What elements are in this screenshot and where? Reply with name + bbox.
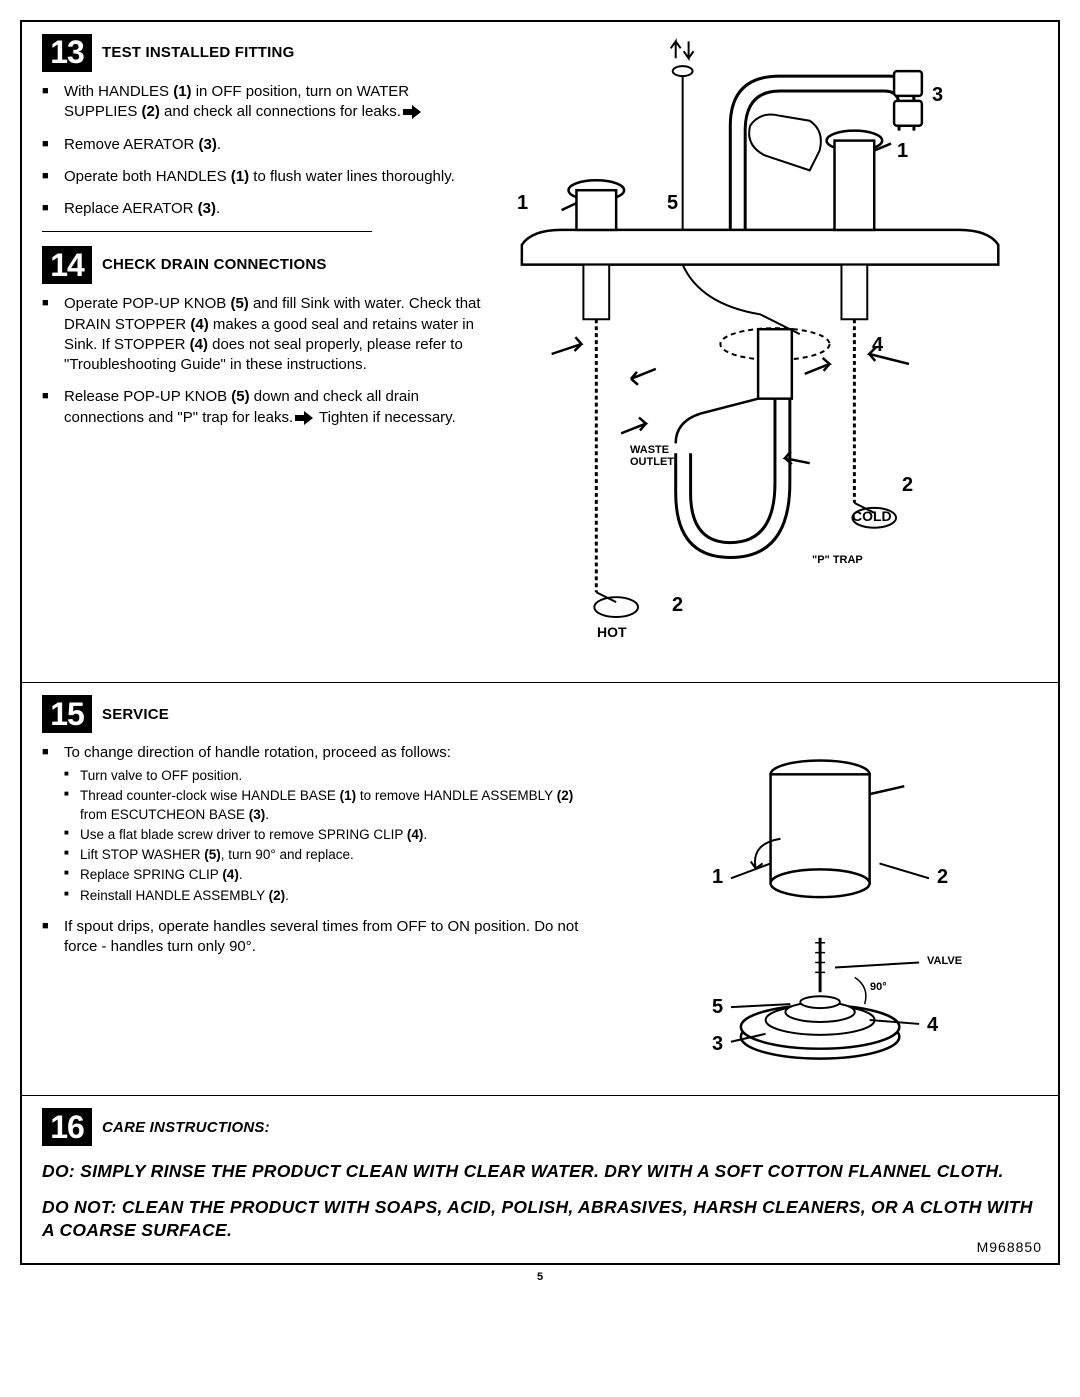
sub-instruction-list: Turn valve to OFF position. Thread count… (64, 767, 602, 905)
callout-s2: 2 (937, 866, 948, 889)
callout-s5: 5 (712, 996, 723, 1019)
sub-item: Thread counter-clock wise HANDLE BASE (1… (64, 787, 602, 823)
instruction-list-15: To change direction of handle rotation, … (42, 743, 602, 957)
callout-2-cold: 2 (902, 474, 913, 497)
service-diagram: 1 2 5 3 4 VALVE 90° (622, 743, 1038, 1083)
sub-item: Lift STOP WASHER (5), turn 90° and repla… (64, 846, 602, 864)
label-90: 90° (870, 981, 887, 993)
sub-item: Turn valve to OFF position. (64, 767, 602, 785)
arrow-right-icon (295, 411, 313, 425)
step-title: SERVICE (102, 706, 169, 723)
callout-2-hot: 2 (672, 594, 683, 617)
content-row: 13 TEST INSTALLED FITTING With HANDLES (… (42, 34, 1038, 674)
document-number: M968850 (977, 1239, 1042, 1255)
step-number-badge: 13 (42, 34, 92, 72)
instruction-item: Replace AERATOR (3). (42, 199, 482, 219)
instruction-item: Remove AERATOR (3). (42, 135, 482, 155)
faucet-diagram: 1 5 1 3 4 2 2 HOT COLD WASTEOUTLET "P" T… (502, 34, 1038, 674)
page-number: 5 (20, 1271, 1060, 1283)
step-header-15: 15 SERVICE (42, 695, 1038, 733)
label-cold: COLD (852, 508, 892, 524)
step-header-13: 13 TEST INSTALLED FITTING (42, 34, 482, 72)
diagram-main: 1 5 1 3 4 2 2 HOT COLD WASTEOUTLET "P" T… (502, 34, 1038, 674)
text-column: To change direction of handle rotation, … (42, 743, 602, 1083)
section-16: 16 CARE INSTRUCTIONS: (22, 1096, 1058, 1160)
step-number-badge: 14 (42, 246, 92, 284)
label-hot: HOT (597, 624, 627, 640)
label-valve: VALVE (927, 955, 962, 967)
step-title: TEST INSTALLED FITTING (102, 43, 294, 63)
callout-5: 5 (667, 192, 678, 215)
content-row: To change direction of handle rotation, … (42, 743, 1038, 1083)
step-number-badge: 16 (42, 1108, 92, 1146)
sub-item: Reinstall HANDLE ASSEMBLY (2). (64, 887, 602, 905)
callout-s1: 1 (712, 866, 723, 889)
handle-illustration (622, 743, 1038, 1083)
instruction-list-13: With HANDLES (1) in OFF position, turn o… (42, 82, 482, 219)
arrow-right-icon (403, 105, 421, 119)
instruction-item: Release POP-UP KNOB (5) down and check a… (42, 387, 482, 428)
step-divider (42, 231, 372, 232)
faucet-illustration (502, 34, 1038, 674)
step-title: CARE INSTRUCTIONS: (102, 1119, 270, 1136)
callout-4: 4 (872, 334, 883, 357)
callout-s4: 4 (927, 1014, 938, 1037)
step-title: CHECK DRAIN CONNECTIONS (102, 255, 327, 275)
step-header-14: 14 CHECK DRAIN CONNECTIONS (42, 246, 482, 284)
label-ptrap: "P" TRAP (812, 554, 863, 566)
care-do: DO: SIMPLY RINSE THE PRODUCT CLEAN WITH … (22, 1160, 1058, 1196)
instruction-item: With HANDLES (1) in OFF position, turn o… (42, 82, 482, 123)
care-donot: DO NOT: CLEAN THE PRODUCT WITH SOAPS, AC… (22, 1196, 1058, 1263)
intro-text: To change direction of handle rotation, … (64, 744, 451, 761)
instruction-list-14: Operate POP-UP KNOB (5) and fill Sink wi… (42, 294, 482, 428)
sub-item: Use a flat blade screw driver to remove … (64, 826, 602, 844)
instruction-item: Operate POP-UP KNOB (5) and fill Sink wi… (42, 294, 482, 375)
instruction-item: If spout drips, operate handles several … (42, 917, 602, 958)
label-waste: WASTEOUTLET (630, 444, 674, 468)
callout-s3: 3 (712, 1033, 723, 1056)
step-number-badge: 15 (42, 695, 92, 733)
instruction-item: Operate both HANDLES (1) to flush water … (42, 167, 482, 187)
section-15: 15 SERVICE To change direction of handle… (22, 683, 1058, 1095)
step-header-16: 16 CARE INSTRUCTIONS: (42, 1108, 1038, 1146)
text-column: 13 TEST INSTALLED FITTING With HANDLES (… (42, 34, 482, 674)
instruction-item: To change direction of handle rotation, … (42, 743, 602, 905)
diagram-service: 1 2 5 3 4 VALVE 90° (622, 743, 1038, 1083)
callout-3: 3 (932, 84, 943, 107)
sub-item: Replace SPRING CLIP (4). (64, 866, 602, 884)
section-13-14: 13 TEST INSTALLED FITTING With HANDLES (… (22, 22, 1058, 682)
callout-1-left: 1 (517, 192, 528, 215)
callout-1-right: 1 (897, 140, 908, 163)
instruction-page: 13 TEST INSTALLED FITTING With HANDLES (… (20, 20, 1060, 1265)
